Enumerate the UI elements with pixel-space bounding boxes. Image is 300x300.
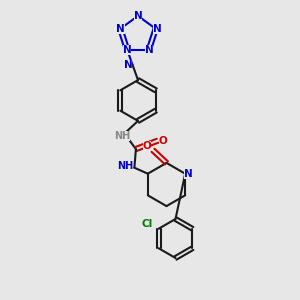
- Text: N: N: [123, 44, 131, 55]
- Text: N: N: [134, 11, 142, 21]
- Text: N: N: [153, 24, 162, 34]
- Text: N: N: [145, 44, 153, 55]
- Text: Cl: Cl: [142, 219, 153, 229]
- Text: O: O: [142, 141, 152, 151]
- Text: N: N: [184, 169, 193, 179]
- Text: NH: NH: [114, 131, 130, 141]
- Text: N: N: [124, 60, 132, 70]
- Text: O: O: [158, 136, 167, 146]
- Text: NH: NH: [117, 161, 133, 171]
- Text: N: N: [116, 24, 125, 34]
